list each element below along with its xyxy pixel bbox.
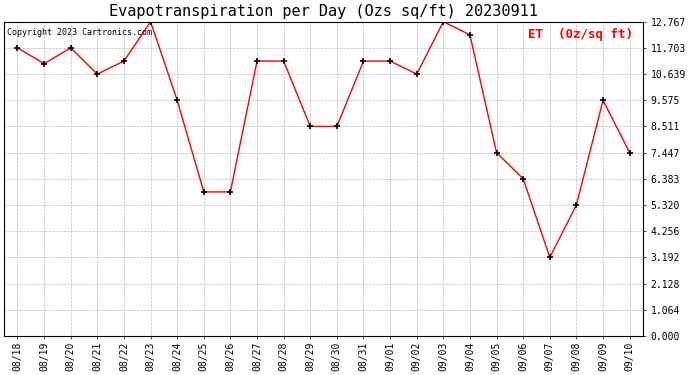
Text: Copyright 2023 Cartronics.com: Copyright 2023 Cartronics.com [8, 28, 152, 37]
Text: ET  (0z/sq ft): ET (0z/sq ft) [528, 28, 633, 41]
Title: Evapotranspiration per Day (Ozs sq/ft) 20230911: Evapotranspiration per Day (Ozs sq/ft) 2… [109, 4, 538, 19]
